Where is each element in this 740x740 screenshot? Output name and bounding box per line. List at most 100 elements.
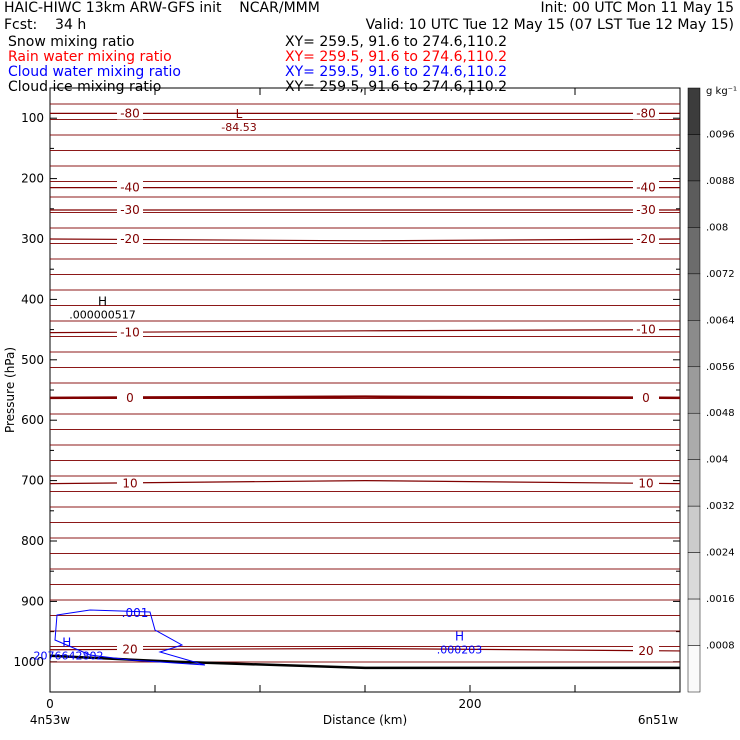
field-rain-xy: XY= 259.5, 91.6 to 274.6,110.2 [285,49,508,65]
colorbar-label: .0032 [706,501,735,512]
y-tick-label: 100 [21,111,44,125]
y-tick-label: 500 [21,353,44,367]
field-snow-name: Snow mixing ratio [8,34,135,50]
header-valid: Valid: 10 UTC Tue 12 May 15 (07 LST Tue … [365,17,734,33]
colorbar-label: .008 [706,222,728,233]
isotherm-label-bg [117,390,143,404]
isotherm-label-bg [633,322,659,336]
colorbar-label: .0056 [706,362,735,373]
extremum-marker: H [455,630,464,644]
y-tick-label: 600 [21,413,44,427]
isotherm-label-right: -20 [636,232,656,246]
colorbar-label: .004 [706,455,728,466]
cloud-water-contour [54,609,206,666]
isotherm-label-left: -40 [120,181,140,195]
y-tick-label: 900 [21,594,44,608]
field-rain-name: Rain water mixing ratio [8,49,172,65]
cloud-water-contour-label: .001 [122,606,149,620]
extremum-value: .2076642802 [30,650,103,663]
colorbar-segment [687,180,701,228]
x-end-label-right: 6n51w [638,713,679,727]
isotherm-label-bg [117,325,143,339]
colorbar-label: .0048 [706,408,735,419]
x-end-label-left: 4n53w [30,713,71,727]
field-cloudwater-xy: XY= 259.5, 91.6 to 274.6,110.2 [285,64,508,80]
isotherm-label-right: -80 [636,106,656,120]
y-axis-title: Pressure (hPa) [3,347,17,433]
field-snow-xy: XY= 259.5, 91.6 to 274.6,110.2 [285,34,508,50]
isotherm-label-bg [117,476,143,490]
y-tick-label: 300 [21,232,44,246]
isotherm-label-right: 10 [638,477,653,491]
colorbar-unit: g kg⁻¹ [706,86,737,97]
isotherm-label-bg [633,643,659,657]
plot-frame [49,87,681,693]
isotherm-label-left: -10 [120,326,140,340]
isotherm-labeled [49,238,681,242]
isotherm-label-right: -40 [636,181,656,195]
isotherm-label-left: -80 [120,106,140,120]
colorbar-label: .0064 [706,315,735,326]
colorbar-segment [687,552,701,600]
isotherm-label-right: 0 [642,391,650,405]
colorbar-label: .0096 [706,129,735,140]
x-tick-label: 200 [459,697,482,711]
extremum-marker: L [236,107,243,121]
colorbar-label: .0072 [706,269,735,280]
isotherm-label-bg [633,232,659,245]
isotherm-label-right: -30 [636,203,656,217]
colorbar-label: .0008 [706,641,735,652]
isotherm-label-bg [117,106,143,120]
isotherm-label-bg [633,390,659,404]
colorbar-segment [687,505,701,553]
extremum-marker: H [98,294,107,308]
ground-line [49,654,680,670]
isotherm-label-left: -20 [120,232,140,246]
isotherm-label-bg [117,203,143,217]
header-line1-left: HAIC-HIWC 13km ARW-GFS init NCAR/MMM [4,0,320,16]
isotherm-label-left: 0 [126,391,134,405]
y-tick-label: 400 [21,292,44,306]
x-axis-title: Distance (km) [323,713,407,727]
isotherm-labeled [49,329,681,334]
extremum-value: -84.53 [221,121,256,134]
colorbar-segment [687,227,701,275]
y-tick-label: 1000 [13,655,44,669]
x-tick-label: 0 [46,697,54,711]
isotherm-label-left: 20 [122,643,137,657]
y-tick-label: 200 [21,172,44,186]
isotherm-label-left: 10 [122,477,137,491]
isotherm-label-right: 20 [638,644,653,658]
colorbar-segment [687,134,701,182]
isotherm-label-bg [117,642,143,656]
colorbar-segment [687,320,701,368]
isotherm-label-left: -30 [120,203,140,217]
isotherm-label-bg [633,203,659,217]
isotherm-label-bg [633,476,659,490]
isotherm-labeled [49,395,681,400]
colorbar-segment [687,366,701,414]
isotherm-label-bg [117,180,143,194]
colorbar-segment [687,645,701,693]
header-init: Init: 00 UTC Mon 11 May 15 [540,0,734,16]
isotherm-label-bg [117,232,143,245]
colorbar-label: .0088 [706,176,735,187]
colorbar-segment [687,412,701,460]
extremum-value: .000000517 [69,308,135,321]
isotherm-labeled [49,479,681,485]
field-cloudice-name: Cloud ice mixing ratio [8,79,162,95]
header-fcst: Fcst: 34 h [4,17,87,33]
colorbar-segment [687,87,701,135]
colorbar-label: .0016 [706,594,735,605]
colorbar-segment [687,459,701,507]
isotherm-label-bg [633,180,659,194]
extremum-marker: H [62,636,71,650]
colorbar-label: .0024 [706,548,735,559]
field-cloudice-xy: XY= 259.5, 91.6 to 274.6,110.2 [285,79,508,95]
y-tick-label: 800 [21,534,44,548]
isotherm-labeled [49,647,681,652]
field-cloudwater-name: Cloud water mixing ratio [8,64,181,80]
colorbar-segment [687,598,701,646]
colorbar-segment [687,273,701,321]
